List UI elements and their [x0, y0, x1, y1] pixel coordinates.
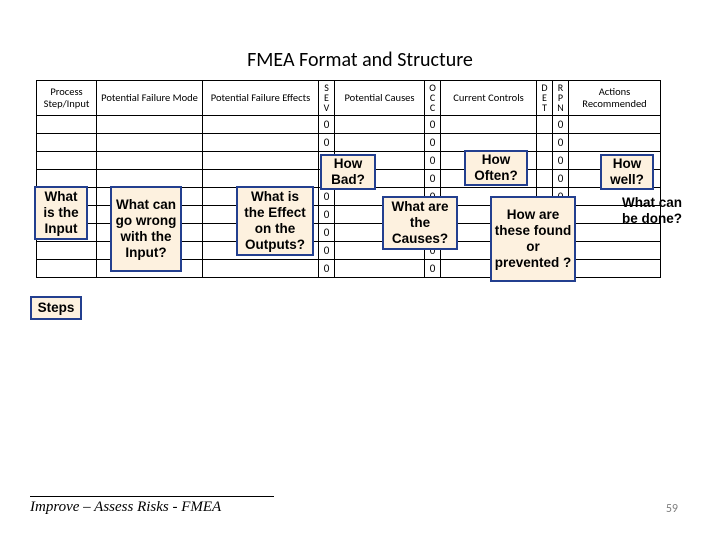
table-cell	[97, 170, 203, 188]
table-cell	[537, 116, 553, 134]
col-cc: Current Controls	[441, 81, 537, 116]
table-cell: 0	[319, 188, 335, 206]
table-cell	[203, 152, 319, 170]
callout-steps: Steps	[30, 296, 82, 320]
callout-action: What can be done?	[612, 192, 692, 230]
table-cell	[37, 170, 97, 188]
table-cell	[537, 170, 553, 188]
table-cell	[335, 116, 425, 134]
table-cell	[97, 116, 203, 134]
table-cell: 0	[319, 242, 335, 260]
table-cell: 0	[425, 170, 441, 188]
table-cell	[37, 152, 97, 170]
callout-how-bad: How Bad?	[320, 154, 376, 190]
page-title: FMEA Format and Structure	[0, 48, 720, 72]
table-cell	[569, 260, 661, 278]
callout-input: What is the Input	[34, 186, 88, 240]
table-cell	[537, 134, 553, 152]
table-cell: 0	[425, 134, 441, 152]
col-rpn: RPN	[553, 81, 569, 116]
table-cell	[203, 170, 319, 188]
table-cell	[37, 260, 97, 278]
table-cell: 0	[319, 260, 335, 278]
callout-wrong: What can go wrong with the Input?	[110, 186, 182, 272]
table-cell	[537, 152, 553, 170]
table-cell: 0	[425, 116, 441, 134]
table-cell	[203, 134, 319, 152]
col-occ: OCC	[425, 81, 441, 116]
table-cell	[97, 152, 203, 170]
table-header-row: Process Step/Input Potential Failure Mod…	[37, 81, 661, 116]
table-cell	[37, 242, 97, 260]
callout-causes: What are the Causes?	[382, 196, 458, 250]
footer-text: Improve – Assess Risks - FMEA	[30, 496, 274, 516]
table-cell: 0	[319, 206, 335, 224]
table-cell	[569, 134, 661, 152]
table-cell	[569, 242, 661, 260]
col-pfm: Potential Failure Mode	[97, 81, 203, 116]
table-cell	[203, 116, 319, 134]
table-cell	[335, 260, 425, 278]
col-pc: Potential Causes	[335, 81, 425, 116]
callout-found: How are these found or prevented ?	[490, 196, 576, 282]
table-cell: 0	[319, 224, 335, 242]
table-cell	[37, 134, 97, 152]
table-cell	[441, 116, 537, 134]
table-cell: 0	[425, 152, 441, 170]
col-sev: SEV	[319, 81, 335, 116]
table-cell: 0	[425, 260, 441, 278]
table-row: 0 0 0	[37, 116, 661, 134]
callout-how-often: How Often?	[464, 150, 528, 186]
table-cell: 0	[319, 116, 335, 134]
table-cell: 0	[553, 170, 569, 188]
col-pfe: Potential Failure Effects	[203, 81, 319, 116]
callout-effect: What is the Effect on the Outputs?	[236, 186, 314, 256]
slide: FMEA Format and Structure Process Step/I…	[0, 0, 720, 540]
table-cell: 0	[553, 152, 569, 170]
table-cell	[203, 260, 319, 278]
table-cell	[441, 134, 537, 152]
table-cell: 0	[319, 134, 335, 152]
callout-how-well: How well?	[600, 154, 654, 190]
table-cell	[97, 134, 203, 152]
table-cell: 0	[553, 116, 569, 134]
col-act: Actions Recommended	[569, 81, 661, 116]
col-step: Process Step/Input	[37, 81, 97, 116]
table-cell: 0	[553, 134, 569, 152]
page-number: 59	[666, 502, 678, 516]
table-row: 0 0 0	[37, 134, 661, 152]
table-cell	[569, 116, 661, 134]
col-det: DET	[537, 81, 553, 116]
table-cell	[335, 134, 425, 152]
table-cell	[37, 116, 97, 134]
